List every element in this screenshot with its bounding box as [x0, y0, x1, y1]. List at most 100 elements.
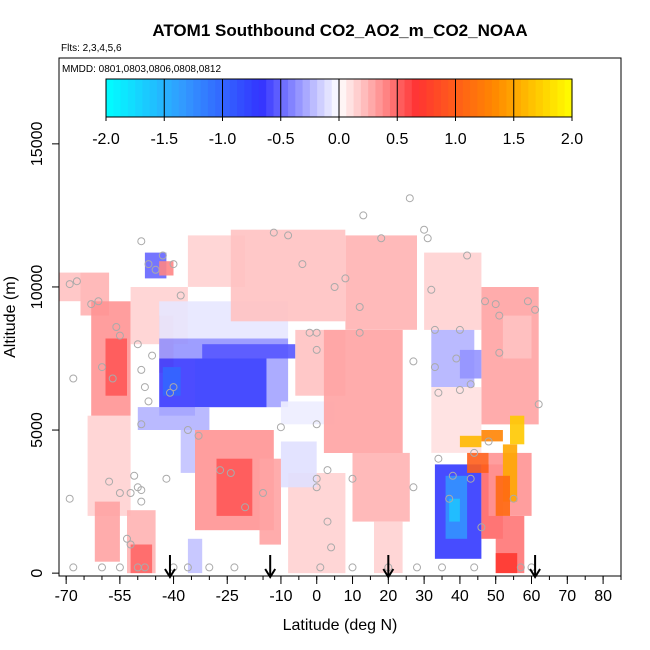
colorbar-swatch [244, 79, 253, 117]
sample-point [137, 365, 146, 374]
heatmap-cell [59, 272, 81, 302]
sample-point [241, 503, 250, 512]
sample-point [312, 420, 321, 429]
sample-point [316, 563, 325, 572]
heatmap-cell [459, 435, 482, 448]
heatmap-cell [481, 430, 503, 442]
colorbar-swatch [135, 79, 144, 117]
heatmap-cell [449, 498, 460, 522]
sample-point [115, 331, 124, 340]
colorbar-swatch [186, 79, 194, 117]
sample-point [148, 351, 157, 360]
sample-point [405, 194, 414, 203]
sample-point [495, 348, 504, 357]
flights-subtitle: Flts: 2,3,4,5,6 [61, 43, 122, 54]
sample-point [105, 477, 114, 486]
sample-point [323, 517, 332, 526]
sample-point [87, 300, 96, 309]
sample-point [409, 483, 418, 492]
heatmap-cell [495, 553, 518, 574]
dates-subtitle: MMDD: 0801,0803,0806,0808,0812 [62, 64, 221, 75]
x-axis: -70 -55 -40 -25 -10 0 10 20 30 40 50 60 70 80 [55, 576, 622, 605]
x-tick-label: -25 [216, 588, 239, 605]
sample-point [140, 383, 149, 392]
heatmap-cell [502, 315, 532, 359]
colorbar-swatch [346, 79, 355, 117]
sample-point [65, 494, 74, 503]
sample-point [312, 474, 321, 483]
colorbar-swatch [331, 79, 340, 117]
sample-point [94, 297, 103, 306]
colorbar-swatch [499, 79, 508, 117]
colorbar-tick-label: -1.5 [150, 131, 178, 148]
colorbar-swatch [288, 79, 296, 117]
colorbar-swatch [506, 79, 515, 117]
sample-point [137, 237, 146, 246]
sample-point [455, 325, 464, 334]
sample-point [140, 563, 149, 572]
sample-point [151, 265, 160, 274]
colorbar-swatch [156, 79, 165, 117]
sample-point [137, 497, 146, 506]
colorbar-swatch [142, 79, 151, 117]
colorbar-swatch [302, 79, 311, 117]
colorbar-swatch [470, 79, 478, 117]
colorbar-swatch [462, 79, 471, 117]
sample-point [108, 374, 117, 383]
y-tick-label: 0 [29, 569, 46, 578]
sample-point [484, 437, 493, 446]
colorbar-swatch [477, 79, 486, 117]
colorbar-swatch [164, 79, 173, 117]
heatmap-cell [495, 475, 510, 516]
plot-frame [58, 57, 622, 577]
heatmap-cell [467, 452, 489, 473]
sample-point [445, 494, 454, 503]
sample-point [137, 486, 146, 495]
sample-point [298, 260, 307, 269]
sample-point [452, 354, 461, 363]
sample-point [534, 400, 543, 409]
colorbar-swatch [207, 79, 216, 117]
x-axis-label: Latitude (deg N) [283, 617, 398, 634]
sample-point [169, 383, 178, 392]
sample-point [470, 563, 479, 572]
sample-point [169, 260, 178, 269]
colorbar-swatch [404, 79, 413, 117]
sample-point [69, 374, 78, 383]
sample-point [183, 426, 192, 434]
sample-point [133, 340, 142, 349]
sample-point [216, 466, 225, 475]
leg-arrow-head [529, 568, 541, 579]
heatmap-layer [59, 229, 539, 574]
colorbar-swatch [557, 79, 566, 117]
sample-point [144, 260, 153, 269]
heatmap-cell [288, 473, 346, 574]
colorbar-swatch [193, 79, 202, 117]
colorbar-swatch [339, 79, 347, 117]
colorbar-swatch [280, 79, 289, 117]
x-tick-label: -70 [55, 588, 78, 605]
colorbar-tick-label: 2.0 [561, 131, 583, 148]
colorbar-swatch [353, 79, 362, 117]
sample-point [466, 474, 475, 483]
colorbar-swatch [229, 79, 238, 117]
sample-point [355, 303, 364, 311]
heatmap-cell [259, 458, 281, 545]
colorbar-swatch [411, 79, 420, 117]
sample-point [348, 563, 357, 572]
colorbar-swatch [528, 79, 537, 117]
colorbar-swatch [266, 79, 275, 117]
colorbar-swatch [389, 79, 398, 117]
colorbar-swatch [258, 79, 267, 117]
heatmap-cell [87, 415, 131, 516]
sample-point [516, 563, 525, 572]
heatmap-cell [280, 401, 335, 425]
colorbar-swatch [440, 79, 449, 117]
heatmap-cell [162, 367, 181, 396]
colorbar-swatch [419, 79, 427, 117]
sample-point [427, 285, 436, 294]
sample-point [509, 494, 518, 503]
colorbar: -2.0 -1.5 -1.0 -0.5 0.0 0.5 1.0 1.5 2.0 [92, 78, 583, 148]
sample-point [69, 563, 78, 572]
